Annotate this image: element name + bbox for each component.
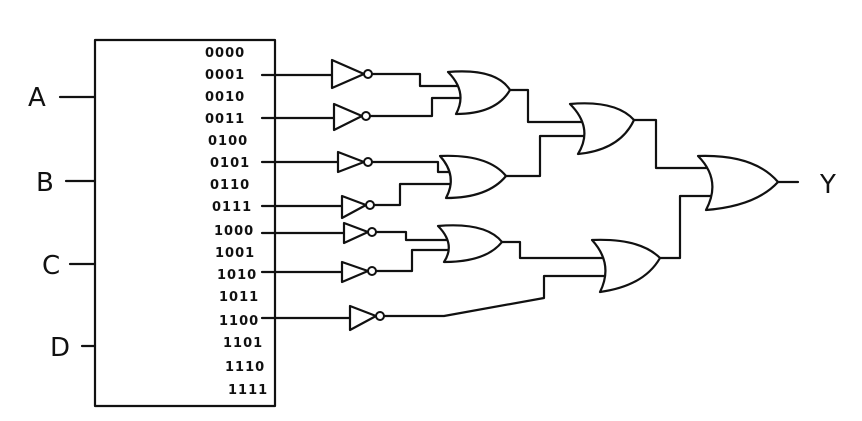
wire-or3-or5 xyxy=(500,240,606,260)
inverter-output-wires xyxy=(368,72,608,318)
output-code-7: 0111 xyxy=(212,200,252,215)
output-code-15: 1111 xyxy=(228,383,268,398)
input-a-label: A xyxy=(28,83,46,113)
wire-not6-or3 xyxy=(374,248,454,273)
output-code-6: 0110 xyxy=(210,178,250,193)
wire-not7-or5 xyxy=(382,274,608,318)
wire-not4-or2 xyxy=(372,182,456,207)
wire-not5-or3 xyxy=(374,230,452,242)
wire-or2-or4 xyxy=(504,134,588,178)
input-b-label: B xyxy=(36,168,54,198)
wire-or1-or4 xyxy=(508,88,584,124)
wire-or5-or6 xyxy=(658,194,714,260)
not-gate-1 xyxy=(330,58,373,90)
not-gate-6 xyxy=(340,260,377,284)
output-code-9: 1001 xyxy=(215,246,255,261)
or-gate-final xyxy=(696,154,780,212)
wire-or4-or6 xyxy=(632,118,714,170)
not-gate-5 xyxy=(342,221,377,245)
output-code-3: 0011 xyxy=(205,112,245,127)
wire-not2-or1 xyxy=(368,96,462,118)
or-gate-1 xyxy=(446,70,512,116)
decoder-inputs: A B C D xyxy=(28,83,97,363)
output-code-5: 0101 xyxy=(210,156,250,171)
wire-not3-or2 xyxy=(370,160,454,174)
wire-not1-or1 xyxy=(370,72,460,88)
not-gate-7 xyxy=(348,304,385,332)
output-code-14: 1110 xyxy=(225,360,265,375)
decoder-output-codes: 0000 0001 0010 0011 0100 0101 0110 0111 … xyxy=(205,46,268,398)
output-y-label: Y xyxy=(819,170,836,200)
output-code-12: 1100 xyxy=(219,314,259,329)
or-gate-2 xyxy=(438,154,508,200)
output-code-8: 1000 xyxy=(214,224,254,239)
input-c-label: C xyxy=(42,251,60,281)
output-code-13: 1101 xyxy=(223,336,263,351)
output-code-10: 1010 xyxy=(217,268,257,283)
or-gate-3 xyxy=(436,224,504,264)
output-code-11: 1011 xyxy=(219,290,259,305)
decoder-output-wires xyxy=(260,73,352,320)
output-code-1: 0001 xyxy=(205,68,245,83)
level2-to-final-wires xyxy=(632,118,714,260)
input-d-label: D xyxy=(50,333,70,363)
output-code-2: 0010 xyxy=(205,90,245,105)
or-gate-4 xyxy=(568,102,636,156)
output-code-4: 0100 xyxy=(208,134,248,149)
decoder-block xyxy=(93,38,277,408)
not-gate-4 xyxy=(340,194,375,220)
not-gate-3 xyxy=(336,150,373,174)
level1-to-level2-wires xyxy=(500,88,606,260)
output-code-0: 0000 xyxy=(205,46,245,61)
or-gate-5 xyxy=(590,238,662,294)
not-gate-2 xyxy=(332,102,371,132)
